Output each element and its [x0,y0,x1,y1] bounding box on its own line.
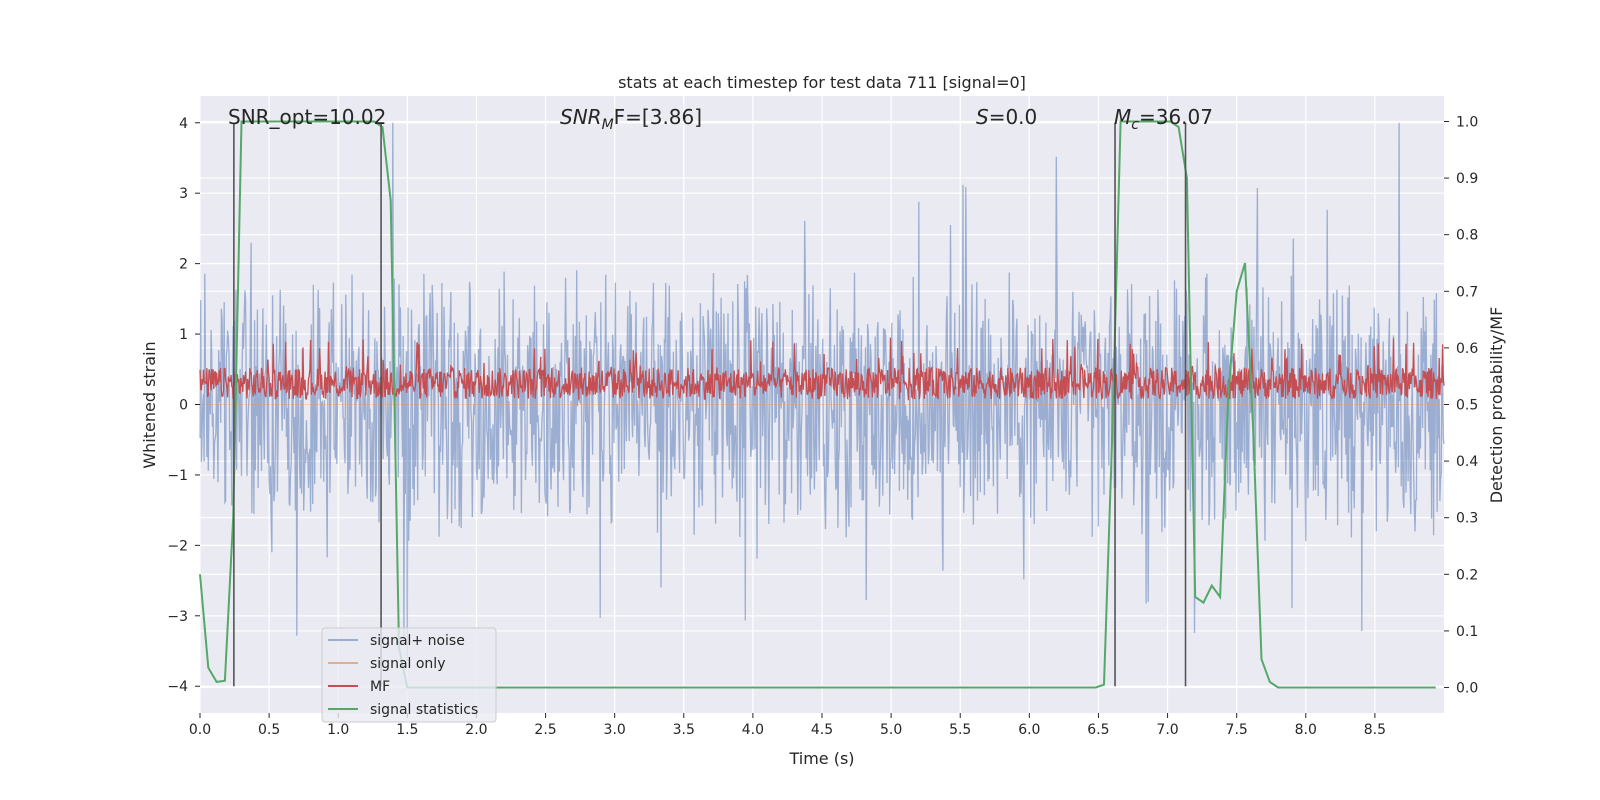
y-left-tick-label: 4 [179,116,188,132]
y-right-tick-label: 0.5 [1456,398,1478,414]
x-axis-label: Time (s) [788,749,854,768]
y-right-tick-labels: 0.0 0.1 0.2 0.3 0.4 0.5 0.6 0.7 0.8 0.9 1.0 [1444,114,1478,697]
series-mf [199,337,1445,401]
y-right-tick-label: 0.7 [1456,284,1478,300]
legend-box [321,627,497,723]
chart-title: stats at each timestep for test data 711… [618,73,1026,92]
annotation-snr-mf-symbol: SNR [560,105,602,129]
y-left-tick-label: −3 [167,609,188,625]
x-tick-label: 2.5 [534,722,556,738]
x-tick-label: 4.0 [742,722,764,738]
x-tick-label: 0.0 [189,722,211,738]
x-tick-label: 7.5 [1226,722,1248,738]
x-tick-label: 4.5 [811,722,833,738]
y-right-tick-label: 0.6 [1456,341,1478,357]
y-right-tick-label: 0.4 [1456,454,1478,470]
annotation-s: S=0.0 [976,105,1037,129]
legend-label-signal-statistics: signal statistics [370,702,478,718]
y-left-tick-label: −4 [167,679,188,695]
annotation-snr-opt: SNR_opt=10.02 [228,105,386,129]
y-right-tick-label: 1.0 [1456,114,1478,130]
annotation-snr-mf-subscript: M [602,117,614,133]
x-tick-label: 7.0 [1156,722,1178,738]
annotation-mc-value: =36.07 [1139,105,1213,129]
x-tick-label: 5.5 [949,722,971,738]
x-tick-label: 0.5 [258,722,280,738]
annotation-s-value: =0.0 [989,105,1038,129]
y-left-axis-label: Whitened strain [140,341,159,468]
x-tick-label: 1.0 [327,722,349,738]
legend-label-mf: MF [370,679,390,695]
x-tick-label: 3.0 [604,722,626,738]
y-left-tick-label: 3 [179,186,188,202]
annotation-s-symbol: S [976,105,989,129]
annotation-mc: Mc=36.07 [1114,105,1213,133]
legend-label-signal-only: signal only [370,656,445,672]
y-right-tick-label: 0.9 [1456,171,1478,187]
annotation-snr-mf-value: F=[3.86] [614,105,702,129]
x-tick-label: 5.0 [880,722,902,738]
y-right-tick-label: 0.3 [1456,511,1478,527]
y-right-tick-label: 0.0 [1456,681,1478,697]
x-tick-label: 1.5 [396,722,418,738]
y-right-tick-label: 0.1 [1456,624,1478,640]
series-signal-statistics [199,120,1436,689]
x-tick-labels: 0.0 0.5 1.0 1.5 2.0 2.5 3.0 3.5 4.0 4.5 5.0 5.5 6.0 6… [189,713,1386,738]
legend-label-signal-noise: signal+ noise [370,633,465,649]
y-left-tick-label: 0 [179,398,188,414]
y-left-tick-label: 1 [179,327,188,343]
x-tick-label: 3.5 [673,722,695,738]
y-right-tick-label: 0.2 [1456,567,1478,583]
y-left-tick-labels: −4 −3 −2 −1 0 1 2 3 4 [167,116,200,695]
x-tick-label: 6.0 [1018,722,1040,738]
y-right-axis-label: Detection probability/MF [1487,307,1506,504]
y-left-tick-label: −1 [167,468,188,484]
y-right-tick-label: 0.8 [1456,228,1478,244]
y-left-tick-label: 2 [179,257,188,273]
x-tick-label: 6.5 [1087,722,1109,738]
x-tick-label: 2.0 [465,722,487,738]
x-tick-label: 8.5 [1364,722,1386,738]
x-tick-label: 8.0 [1295,722,1317,738]
vertical-markers [233,122,1187,687]
annotation-mc-subscript: c [1131,117,1139,133]
annotation-mc-symbol: M [1114,105,1131,129]
legend: signal+ noise signal only MF signal stat… [321,627,497,723]
y-left-tick-label: −2 [167,538,188,554]
annotation-snr-mf: SNRMF=[3.86] [560,105,702,133]
